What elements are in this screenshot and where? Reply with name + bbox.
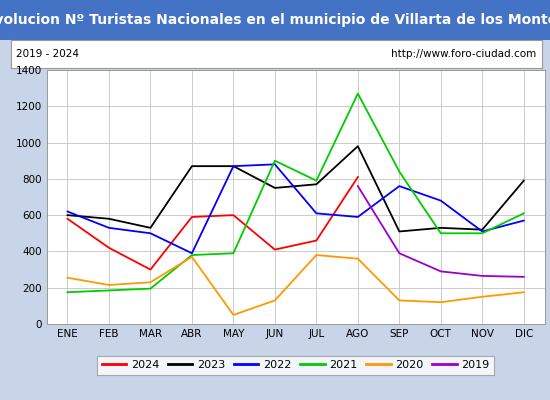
Text: Evolucion Nº Turistas Nacionales en el municipio de Villarta de los Montes: Evolucion Nº Turistas Nacionales en el m…	[0, 13, 550, 27]
Text: 2019 - 2024: 2019 - 2024	[16, 49, 79, 59]
Legend: 2024, 2023, 2022, 2021, 2020, 2019: 2024, 2023, 2022, 2021, 2020, 2019	[97, 356, 494, 375]
Text: http://www.foro-ciudad.com: http://www.foro-ciudad.com	[391, 49, 536, 59]
